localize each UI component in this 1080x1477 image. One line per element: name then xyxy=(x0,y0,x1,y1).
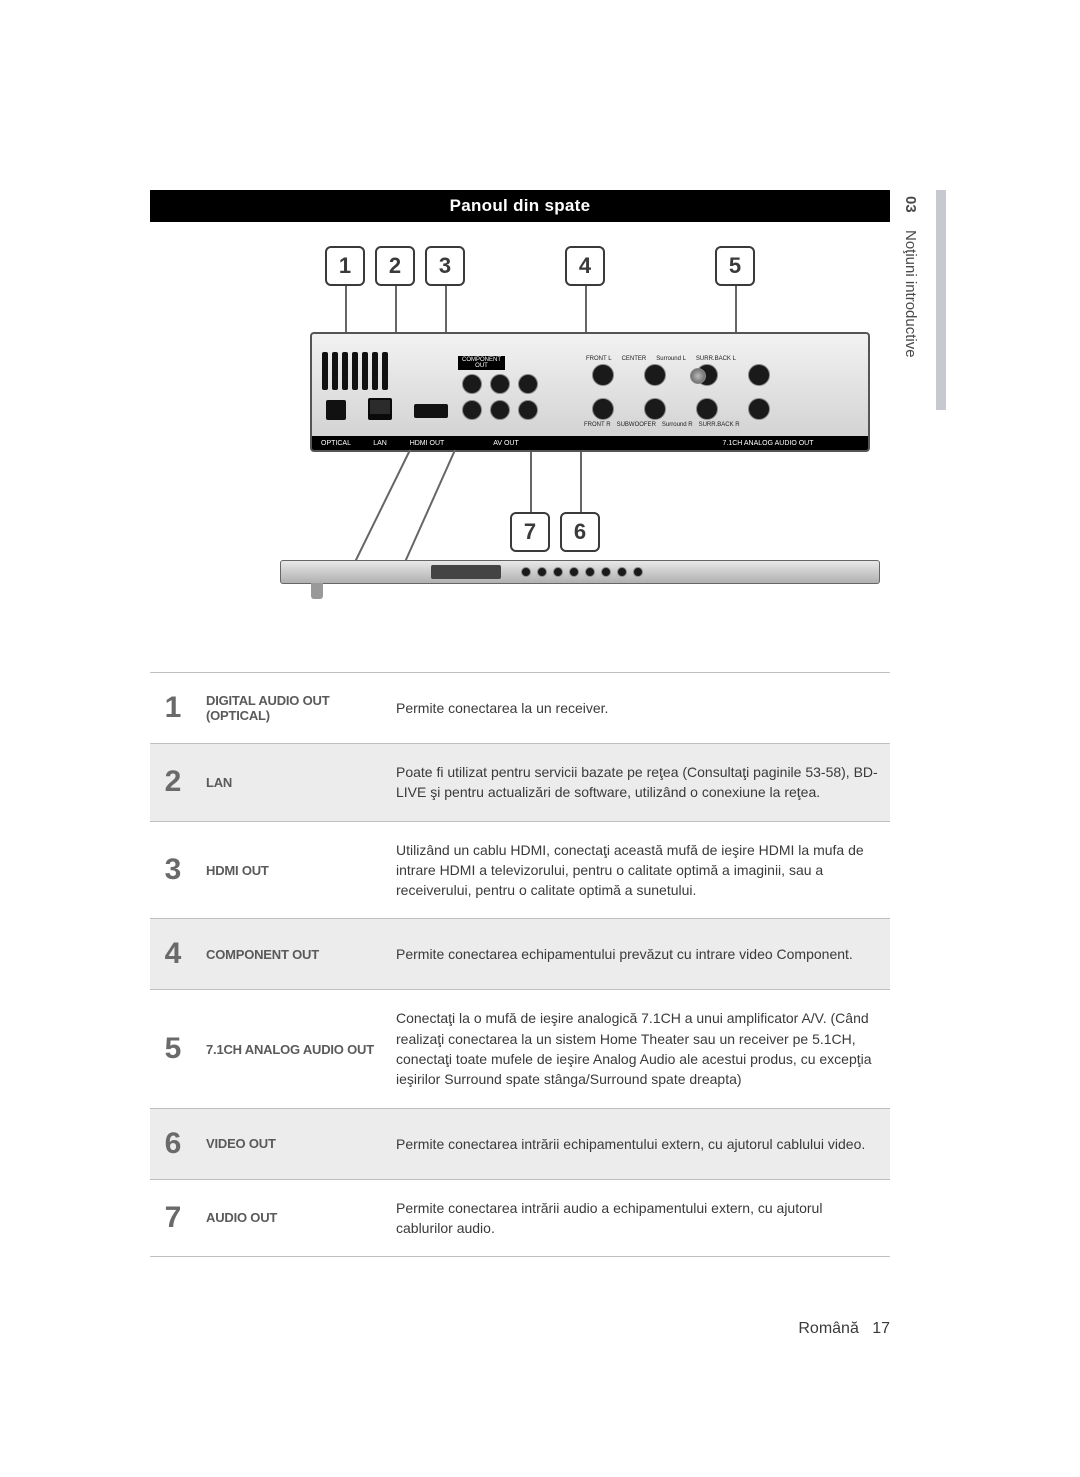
optical-port xyxy=(326,400,346,420)
row-name: COMPONENT OUT xyxy=(196,919,386,990)
component-ports xyxy=(462,374,538,394)
legend-body: 1 DIGITAL AUDIO OUT (OPTICAL) Permite co… xyxy=(150,673,890,1257)
row-desc: Permite conectarea echipamentului prevăz… xyxy=(386,919,890,990)
table-row: 5 7.1CH ANALOG AUDIO OUT Conectaţi la o … xyxy=(150,990,890,1108)
long-leader xyxy=(355,450,495,565)
row-desc: Permite conectarea intrării audio a echi… xyxy=(386,1179,890,1257)
row-num: 7 xyxy=(150,1179,196,1257)
callouts-bottom: 7 6 xyxy=(510,512,600,552)
lbl-surrback-l: SURR.BACK L xyxy=(696,356,736,362)
side-circles xyxy=(521,567,643,577)
callout-7: 7 xyxy=(510,512,550,552)
callout-2: 2 xyxy=(375,246,415,286)
leader-line xyxy=(445,286,447,334)
device-side-view xyxy=(280,560,880,584)
side-label: Noţiuni introductive xyxy=(900,224,921,364)
lbl-subwoofer: SUBWOOFER xyxy=(617,422,656,428)
lbl-optical: OPTICAL xyxy=(312,439,360,448)
leader-line xyxy=(395,286,397,334)
legend-table: 1 DIGITAL AUDIO OUT (OPTICAL) Permite co… xyxy=(150,672,890,1257)
table-row: 4 COMPONENT OUT Permite conectarea echip… xyxy=(150,919,890,990)
footer-page: 17 xyxy=(872,1320,890,1337)
row-name: DIGITAL AUDIO OUT (OPTICAL) xyxy=(196,673,386,744)
row-desc: Permite conectarea intrării echipamentul… xyxy=(386,1108,890,1179)
row-num: 6 xyxy=(150,1108,196,1179)
device-rear: COMPONENT OUT xyxy=(310,332,870,452)
table-row: 6 VIDEO OUT Permite conectarea intrării … xyxy=(150,1108,890,1179)
lbl-front-l: FRONT L xyxy=(586,356,612,362)
seven-one-labels-bottom: FRONT R SUBWOOFER Surround R SURR.BACK R xyxy=(584,422,740,428)
device-foot xyxy=(311,583,323,599)
callout-1: 1 xyxy=(325,246,365,286)
lbl-surround-l: Surround L xyxy=(656,356,686,362)
row-num: 2 xyxy=(150,744,196,822)
row-num: 3 xyxy=(150,821,196,919)
lbl-lan: LAN xyxy=(360,439,400,448)
side-divider xyxy=(936,190,946,410)
row-num: 5 xyxy=(150,990,196,1108)
row-num: 4 xyxy=(150,919,196,990)
component-label: COMPONENT OUT xyxy=(458,356,505,370)
table-row: 1 DIGITAL AUDIO OUT (OPTICAL) Permite co… xyxy=(150,673,890,744)
lan-port xyxy=(368,398,392,420)
rear-panel-diagram: 1 2 3 4 5 xyxy=(150,232,890,612)
leader-line xyxy=(585,286,587,334)
page: Panoul din spate 1 2 3 4 5 xyxy=(150,190,890,1257)
callout-3: 3 xyxy=(425,246,465,286)
row-name: AUDIO OUT xyxy=(196,1179,386,1257)
seven-one-labels-top: FRONT L CENTER Surround L SURR.BACK L xyxy=(586,356,736,362)
row-name: 7.1CH ANALOG AUDIO OUT xyxy=(196,990,386,1108)
table-row: 2 LAN Poate fi utilizat pentru servicii … xyxy=(150,744,890,822)
callouts-top: 1 2 3 4 5 xyxy=(325,246,755,286)
av-out-ports xyxy=(462,400,538,420)
lbl-surround-r: Surround R xyxy=(662,422,693,428)
footer-lang: Română xyxy=(798,1320,858,1337)
page-footer: Română 17 xyxy=(150,1320,890,1338)
lbl-center: CENTER xyxy=(622,356,647,362)
lbl-71: 7.1CH ANALOG AUDIO OUT xyxy=(668,439,868,448)
seven-one-ports xyxy=(592,364,782,428)
callout-6: 6 xyxy=(560,512,600,552)
hdmi-port xyxy=(414,404,448,418)
leader-line xyxy=(345,286,347,334)
row-desc: Conectaţi la o mufă de ieşire analogică … xyxy=(386,990,890,1108)
callout-4: 4 xyxy=(565,246,605,286)
row-name: HDMI OUT xyxy=(196,821,386,919)
table-row: 7 AUDIO OUT Permite conectarea intrării … xyxy=(150,1179,890,1257)
leader-line xyxy=(580,452,582,512)
side-chapter: 03 xyxy=(900,190,921,219)
callout-5: 5 xyxy=(715,246,755,286)
section-title: Panoul din spate xyxy=(150,190,890,222)
vent-slots xyxy=(322,352,388,390)
row-name: VIDEO OUT xyxy=(196,1108,386,1179)
lbl-surrback-r: SURR.BACK R xyxy=(699,422,740,428)
lbl-avout: AV OUT xyxy=(454,439,558,448)
side-tab: 03 Noţiuni introductive xyxy=(900,190,940,368)
leader-line xyxy=(530,452,532,512)
row-desc: Utilizând un cablu HDMI, conectaţi aceas… xyxy=(386,821,890,919)
device-bottom-strip: OPTICAL LAN HDMI OUT AV OUT 7.1CH ANALOG… xyxy=(312,436,868,450)
row-desc: Permite conectarea la un receiver. xyxy=(386,673,890,744)
row-name: LAN xyxy=(196,744,386,822)
row-desc: Poate fi utilizat pentru servicii bazate… xyxy=(386,744,890,822)
lbl-hdmi: HDMI OUT xyxy=(400,439,454,448)
table-row: 3 HDMI OUT Utilizând un cablu HDMI, cone… xyxy=(150,821,890,919)
surround-icon xyxy=(690,368,706,384)
side-ports xyxy=(431,565,501,579)
row-num: 1 xyxy=(150,673,196,744)
leader-line xyxy=(735,286,737,334)
lbl-front-r: FRONT R xyxy=(584,422,611,428)
